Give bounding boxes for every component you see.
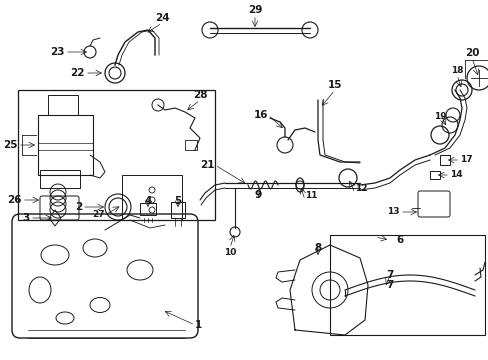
Bar [122, 175, 182, 220]
Text: 9: 9 [254, 190, 261, 200]
Text: 29: 29 [247, 5, 262, 15]
Bar [48, 95, 78, 115]
Text: 11: 11 [305, 191, 317, 200]
Text: 6: 6 [396, 235, 403, 245]
Text: 21: 21 [200, 160, 215, 170]
Text: 23: 23 [50, 47, 65, 57]
Bar [329, 235, 484, 335]
Text: 1: 1 [195, 320, 202, 330]
Bar [18, 90, 215, 220]
Text: 13: 13 [386, 207, 399, 216]
Text: 8: 8 [314, 243, 321, 253]
Text: 7: 7 [386, 270, 393, 280]
Bar [429, 171, 439, 179]
Text: 19: 19 [433, 112, 446, 121]
Text: 27: 27 [92, 211, 105, 220]
Text: 3: 3 [23, 213, 30, 223]
Text: 14: 14 [449, 171, 462, 180]
Bar [171, 202, 184, 218]
Text: 2: 2 [75, 202, 82, 212]
Text: 28: 28 [192, 90, 207, 100]
Text: 24: 24 [154, 13, 169, 23]
Text: 10: 10 [224, 248, 236, 257]
Text: 22: 22 [70, 68, 85, 78]
Text: 12: 12 [354, 184, 367, 193]
Bar [439, 155, 449, 165]
Text: 17: 17 [459, 156, 472, 165]
Bar [40, 170, 80, 188]
Text: 26: 26 [7, 195, 22, 205]
Bar [140, 203, 156, 215]
Text: 18: 18 [450, 66, 462, 75]
Text: 15: 15 [327, 80, 342, 90]
Text: 5: 5 [174, 196, 181, 206]
Text: 4: 4 [144, 196, 151, 206]
Bar [184, 140, 197, 150]
Bar [38, 115, 93, 175]
Text: 20: 20 [464, 48, 478, 58]
Text: 7: 7 [386, 280, 393, 290]
Text: 16: 16 [253, 110, 267, 120]
Text: 25: 25 [3, 140, 18, 150]
